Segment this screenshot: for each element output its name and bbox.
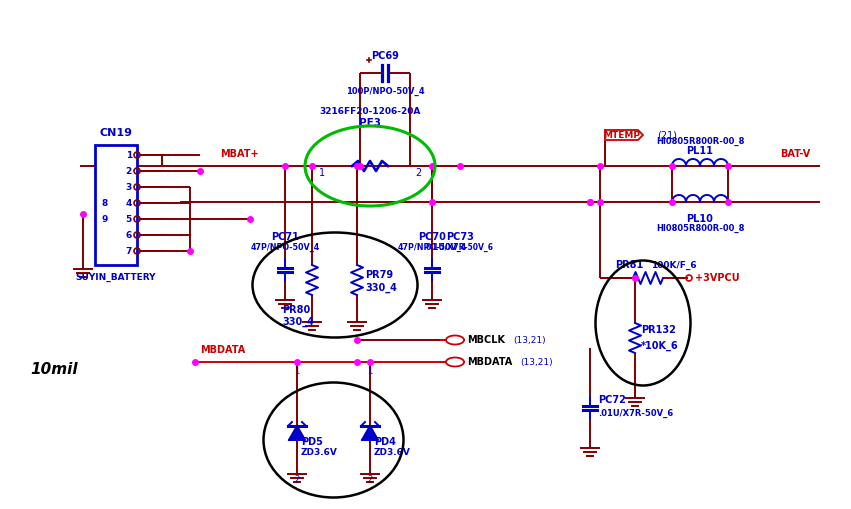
Text: 2: 2 bbox=[415, 168, 421, 178]
Text: BAT-V: BAT-V bbox=[780, 149, 810, 159]
Text: PD4: PD4 bbox=[374, 437, 396, 447]
Text: MBCLK: MBCLK bbox=[467, 335, 505, 345]
Text: *10K_6: *10K_6 bbox=[641, 341, 678, 351]
Text: PR81: PR81 bbox=[615, 260, 643, 270]
Text: 1: 1 bbox=[126, 151, 132, 159]
Text: 0.1U/X7R-50V_6: 0.1U/X7R-50V_6 bbox=[426, 243, 494, 252]
Text: 3216FF20-1206-20A: 3216FF20-1206-20A bbox=[319, 107, 420, 116]
Text: 330_4: 330_4 bbox=[282, 317, 314, 327]
Text: (21): (21) bbox=[657, 130, 677, 140]
Text: PR80: PR80 bbox=[282, 305, 311, 315]
Text: 10mil: 10mil bbox=[30, 362, 77, 378]
Text: +3VPCU: +3VPCU bbox=[695, 273, 740, 283]
Text: 2: 2 bbox=[368, 475, 373, 484]
Text: PC70: PC70 bbox=[418, 232, 446, 242]
Text: PR79: PR79 bbox=[365, 270, 393, 280]
Text: HI0805R800R-00_8: HI0805R800R-00_8 bbox=[656, 137, 744, 146]
Text: CN19: CN19 bbox=[100, 128, 133, 138]
Text: 9: 9 bbox=[101, 214, 107, 223]
Text: 330_4: 330_4 bbox=[365, 283, 397, 293]
Text: 8: 8 bbox=[101, 199, 107, 208]
Text: PR132: PR132 bbox=[641, 325, 676, 335]
Text: MBDATA: MBDATA bbox=[200, 345, 245, 355]
Text: PC71: PC71 bbox=[271, 232, 299, 242]
Text: PD5: PD5 bbox=[301, 437, 323, 447]
Text: 100P/NPO-50V_4: 100P/NPO-50V_4 bbox=[346, 87, 425, 96]
Text: 5: 5 bbox=[126, 214, 132, 223]
Text: 2: 2 bbox=[294, 475, 300, 484]
Text: 100K/F_6: 100K/F_6 bbox=[651, 261, 697, 270]
Text: PC72: PC72 bbox=[598, 395, 625, 405]
Text: PC73: PC73 bbox=[446, 232, 474, 242]
Text: 1: 1 bbox=[294, 367, 300, 376]
Text: 1: 1 bbox=[368, 367, 373, 376]
Text: 3: 3 bbox=[126, 183, 132, 191]
Text: (13,21): (13,21) bbox=[520, 357, 552, 366]
Text: 7: 7 bbox=[126, 246, 132, 256]
Text: 47P/NPO-50V_4: 47P/NPO-50V_4 bbox=[250, 243, 320, 252]
Text: .01U/X7R-50V_6: .01U/X7R-50V_6 bbox=[598, 408, 673, 417]
Text: 2: 2 bbox=[126, 166, 132, 176]
Text: PF3: PF3 bbox=[359, 118, 381, 128]
Text: MTEMP: MTEMP bbox=[603, 130, 641, 139]
Text: 6: 6 bbox=[126, 231, 132, 240]
Text: HI0805R800R-00_8: HI0805R800R-00_8 bbox=[656, 224, 744, 233]
Text: PL11: PL11 bbox=[687, 146, 713, 156]
FancyBboxPatch shape bbox=[95, 145, 137, 265]
Text: MBDATA: MBDATA bbox=[467, 357, 512, 367]
Text: PC69: PC69 bbox=[371, 51, 399, 61]
Text: ZD3.6V: ZD3.6V bbox=[301, 448, 338, 457]
Text: SUYIN_BATTERY: SUYIN_BATTERY bbox=[76, 273, 157, 282]
Text: 1: 1 bbox=[319, 168, 325, 178]
Polygon shape bbox=[605, 130, 643, 140]
Polygon shape bbox=[289, 426, 305, 440]
Text: PL10: PL10 bbox=[687, 214, 713, 224]
Text: 4: 4 bbox=[126, 199, 132, 208]
Text: (13,21): (13,21) bbox=[513, 335, 545, 345]
Polygon shape bbox=[362, 426, 378, 440]
Text: 47P/NPO-50V_4: 47P/NPO-50V_4 bbox=[397, 243, 466, 252]
Text: ZD3.6V: ZD3.6V bbox=[374, 448, 411, 457]
Text: MBAT+: MBAT+ bbox=[220, 149, 259, 159]
